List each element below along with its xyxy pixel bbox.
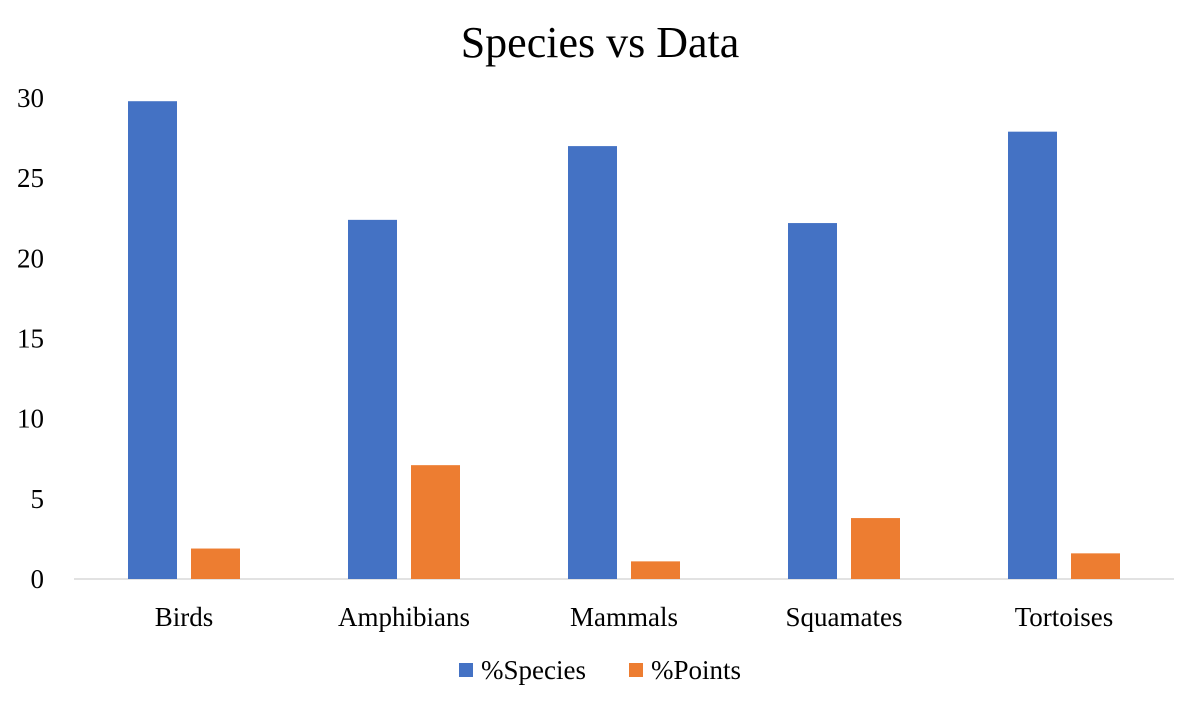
y-tick-label: 10 xyxy=(17,404,44,434)
bar-points-birds xyxy=(191,548,240,579)
x-tick-label: Tortoises xyxy=(1015,602,1114,632)
y-tick-label: 25 xyxy=(17,163,44,193)
x-tick-label: Birds xyxy=(155,602,214,632)
x-tick-label: Amphibians xyxy=(338,602,470,632)
bar-points-tortoises xyxy=(1071,553,1120,579)
bar-points-mammals xyxy=(631,561,680,579)
bars-group xyxy=(128,101,1120,580)
y-tick-label: 0 xyxy=(31,564,45,594)
bar-points-amphibians xyxy=(411,465,460,579)
bar-species-tortoises xyxy=(1008,131,1057,580)
bar-species-birds xyxy=(128,101,177,579)
x-tick-label: Squamates xyxy=(786,602,903,632)
legend-label-points: %Points xyxy=(651,655,741,685)
legend-label-species: %Species xyxy=(481,655,586,685)
legend-swatch-points xyxy=(629,663,643,677)
bar-species-amphibians xyxy=(348,219,397,579)
chart-title: Species vs Data xyxy=(461,18,740,67)
x-tick-label: Mammals xyxy=(570,602,678,632)
bar-species-squamates xyxy=(788,223,837,579)
y-tick-label: 15 xyxy=(17,324,44,354)
x-axis-labels: Birds Amphibians Mammals Squamates Tortoises xyxy=(155,602,1114,632)
y-tick-label: 20 xyxy=(17,243,44,273)
bar-points-squamates xyxy=(851,518,900,579)
legend: %Species %Points xyxy=(459,655,741,685)
legend-swatch-species xyxy=(459,663,473,677)
y-tick-label: 5 xyxy=(31,484,45,514)
y-axis-labels: 0 5 10 15 20 25 30 xyxy=(17,83,44,594)
bar-species-mammals xyxy=(568,146,617,579)
y-tick-label: 30 xyxy=(17,83,44,113)
